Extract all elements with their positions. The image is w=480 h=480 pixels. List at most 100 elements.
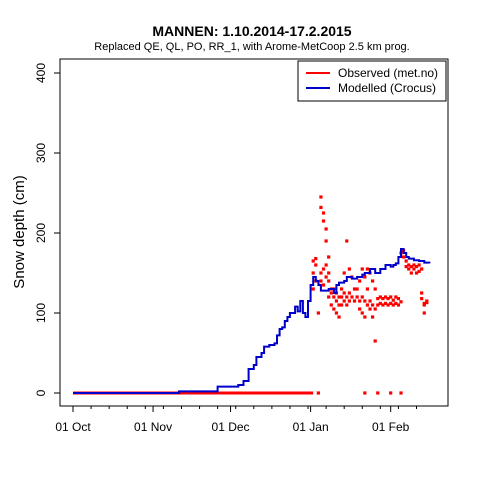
observed-point (391, 303, 395, 307)
y-axis-label: Snow depth (cm) (11, 175, 28, 288)
observed-point (337, 315, 341, 319)
x-tick-label: 01 Nov (134, 420, 172, 434)
observed-point (376, 391, 380, 395)
observed-point (407, 267, 411, 271)
observed-point (399, 300, 403, 304)
observed-point (404, 265, 408, 269)
chart-subtitle: Replaced QE, QL, PO, RR_1, with Arome-Me… (94, 41, 409, 53)
observed-point (329, 291, 333, 295)
observed-point (332, 295, 336, 299)
legend-box (297, 60, 447, 102)
observed-point (420, 297, 424, 301)
chart-title: MANNEN: 1.10.2014-17.2.2015 (152, 23, 351, 39)
observed-point (363, 275, 367, 279)
observed-point (389, 301, 393, 305)
observed-point (368, 307, 372, 311)
observed-point (324, 239, 328, 243)
observed-point (340, 303, 344, 307)
observed-point (327, 271, 331, 275)
y-tick-label: 200 (34, 223, 48, 243)
observed-point (378, 301, 382, 305)
observed-point (347, 291, 351, 295)
observed-point (316, 311, 320, 315)
observed-point (363, 391, 367, 395)
observed-point (334, 299, 339, 303)
observed-point (337, 303, 341, 307)
observed-point (422, 301, 426, 305)
observed-point (391, 298, 395, 302)
observed-point (370, 315, 375, 319)
observed-point (417, 269, 421, 273)
observed-point (327, 255, 331, 259)
observed-point (311, 259, 315, 263)
observed-point (342, 299, 346, 303)
observed-point (417, 263, 421, 267)
y-tick-label: 0 (34, 389, 48, 396)
observed-point (396, 297, 401, 301)
observed-point (360, 295, 364, 299)
observed-point (373, 307, 377, 311)
observed-point (420, 291, 424, 295)
observed-point (370, 279, 375, 283)
observed-point (319, 205, 323, 209)
observed-point (337, 295, 341, 299)
observed-point (370, 303, 375, 307)
observed-point (340, 295, 344, 299)
observed-point (347, 299, 351, 303)
observed-point (394, 295, 398, 299)
x-tick-label: 01 Jan (293, 420, 329, 434)
observed-point (383, 301, 388, 305)
observed-point (389, 295, 393, 299)
observed-point (360, 267, 364, 271)
observed-point (352, 287, 357, 291)
observed-point (425, 299, 429, 303)
observed-point (422, 311, 426, 315)
observed-point (324, 275, 328, 279)
observed-point (324, 263, 328, 267)
observed-point (365, 287, 370, 291)
observed-point (319, 279, 323, 283)
observed-point (363, 299, 367, 303)
y-tick-label: 100 (34, 303, 48, 323)
observed-point (321, 211, 326, 215)
observed-point (394, 301, 398, 305)
observed-point (368, 299, 372, 303)
observed-point (324, 227, 328, 231)
observed-point (319, 195, 323, 199)
observed-point (311, 287, 315, 291)
observed-point (420, 267, 424, 271)
observed-point (321, 283, 326, 287)
observed-point (321, 267, 326, 271)
observed-point (350, 295, 354, 299)
observed-point (389, 391, 393, 395)
observed-point (352, 299, 357, 303)
observed-point (414, 271, 419, 275)
plot-layer (73, 195, 431, 395)
observed-point (373, 339, 377, 343)
observed-point (412, 263, 416, 267)
plot-frame (59, 58, 449, 407)
observed-point (363, 315, 367, 319)
observed-point (321, 219, 326, 223)
observed-point (386, 303, 390, 307)
y-tick-label: 400 (34, 63, 48, 83)
observed-point (360, 311, 364, 315)
observed-point (319, 271, 323, 275)
observed-point (345, 303, 349, 307)
observed-point (407, 263, 411, 267)
observed-point (342, 291, 346, 295)
observed-point (342, 271, 346, 275)
observed-point (358, 279, 362, 283)
observed-point (414, 265, 419, 269)
observed-point (412, 267, 416, 271)
x-tick-label: 01 Oct (55, 420, 91, 434)
observed-point (340, 287, 344, 291)
observed-point (334, 311, 339, 315)
observed-point (373, 287, 377, 291)
observed-point (396, 303, 401, 307)
x-tick-label: 01 Feb (372, 420, 410, 434)
observed-point (365, 267, 370, 271)
observed-point (381, 303, 385, 307)
legend-modelled-label: Modelled (Crocus) (338, 81, 436, 95)
